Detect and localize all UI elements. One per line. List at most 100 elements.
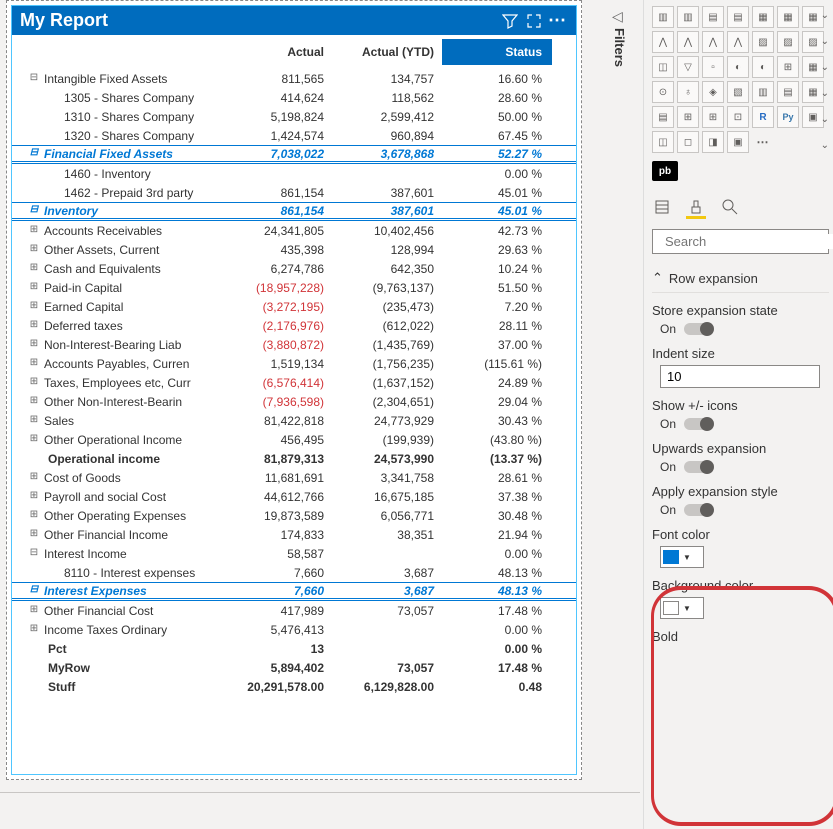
- viz-chevron-2[interactable]: ⌄: [821, 36, 829, 47]
- table-row[interactable]: 1462 - Prepaid 3rd party861,154387,60145…: [12, 183, 576, 202]
- table-row[interactable]: ⊟Financial Fixed Assets7,038,0223,678,86…: [12, 145, 576, 164]
- show-icons-toggle[interactable]: [684, 418, 712, 430]
- viz-type-icon[interactable]: Py: [777, 106, 799, 128]
- apply-style-toggle[interactable]: [684, 504, 712, 516]
- viz-type-icon[interactable]: ◫: [652, 131, 674, 153]
- viz-type-icon[interactable]: ◫: [652, 56, 674, 78]
- collapse-icon[interactable]: ⊟: [28, 148, 40, 160]
- table-row[interactable]: ⊞Earned Capital(3,272,195)(235,473)7.20 …: [12, 297, 576, 316]
- expand-icon[interactable]: ⊞: [28, 510, 40, 522]
- fields-tab-icon[interactable]: [652, 195, 672, 219]
- viz-type-icon[interactable]: ▧: [727, 81, 749, 103]
- viz-type-icon[interactable]: ▥: [752, 81, 774, 103]
- pb-badge[interactable]: pb: [652, 161, 678, 181]
- viz-type-icon[interactable]: ▥: [677, 6, 699, 28]
- table-row[interactable]: Pct130.00 %: [12, 639, 576, 658]
- table-row[interactable]: ⊞Sales81,422,81824,773,92930.43 %: [12, 411, 576, 430]
- expand-icon[interactable]: ⊞: [28, 434, 40, 446]
- property-search-input[interactable]: [665, 234, 833, 249]
- viz-type-icon[interactable]: ▤: [727, 6, 749, 28]
- viz-type-icon[interactable]: ⊡: [727, 106, 749, 128]
- table-row[interactable]: ⊞Payroll and social Cost44,612,76616,675…: [12, 487, 576, 506]
- expand-icon[interactable]: ⊞: [28, 320, 40, 332]
- collapse-icon[interactable]: ⊟: [28, 585, 40, 597]
- viz-type-icon[interactable]: ⋀: [727, 31, 749, 53]
- expand-icon[interactable]: ⊞: [28, 301, 40, 313]
- table-row[interactable]: MyRow5,894,40273,05717.48 %: [12, 658, 576, 677]
- table-row[interactable]: Operational income81,879,31324,573,990(1…: [12, 449, 576, 468]
- table-row[interactable]: ⊞Paid-in Capital(18,957,228)(9,763,137)5…: [12, 278, 576, 297]
- viz-type-icon[interactable]: ▨: [752, 31, 774, 53]
- viz-type-icon[interactable]: ▦: [777, 6, 799, 28]
- table-row[interactable]: 1305 - Shares Company414,624118,56228.60…: [12, 88, 576, 107]
- table-row[interactable]: 1460 - Inventory0.00 %: [12, 164, 576, 183]
- expand-icon[interactable]: ⊞: [28, 244, 40, 256]
- table-row[interactable]: ⊞Other Operational Income456,495(199,939…: [12, 430, 576, 449]
- expand-icon[interactable]: ⊞: [28, 339, 40, 351]
- table-row[interactable]: ⊞Accounts Payables, Curren1,519,134(1,75…: [12, 354, 576, 373]
- viz-type-icon[interactable]: ⊞: [702, 106, 724, 128]
- table-row[interactable]: ⊞Other Non-Interest-Bearin(7,936,598)(2,…: [12, 392, 576, 411]
- indent-size-input[interactable]: [660, 365, 820, 388]
- bg-color-picker[interactable]: ▼: [660, 597, 704, 619]
- expand-icon[interactable]: ⊞: [28, 377, 40, 389]
- viz-more-icon[interactable]: ⋯: [752, 131, 774, 153]
- table-row[interactable]: ⊞Other Financial Cost417,98973,05717.48 …: [12, 601, 576, 620]
- collapse-icon[interactable]: ⊟: [28, 548, 40, 560]
- expand-icon[interactable]: ⊞: [28, 491, 40, 503]
- table-row[interactable]: 1320 - Shares Company1,424,574960,89467.…: [12, 126, 576, 145]
- format-tab-icon[interactable]: [686, 195, 706, 219]
- viz-type-icon[interactable]: ⋀: [652, 31, 674, 53]
- table-row[interactable]: ⊟Inventory861,154387,60145.01 %: [12, 202, 576, 221]
- table-row[interactable]: ⊞Taxes, Employees etc, Curr(6,576,414)(1…: [12, 373, 576, 392]
- viz-chevron-3[interactable]: ⌄: [821, 62, 829, 73]
- expand-icon[interactable]: ⊞: [28, 624, 40, 636]
- viz-type-icon[interactable]: ⊞: [777, 56, 799, 78]
- viz-type-icon[interactable]: ▦: [752, 6, 774, 28]
- viz-type-icon[interactable]: ◨: [702, 131, 724, 153]
- col-status[interactable]: Status: [442, 39, 552, 65]
- viz-type-icon[interactable]: ◐: [752, 56, 774, 78]
- table-row[interactable]: 8110 - Interest expenses7,6603,68748.13 …: [12, 563, 576, 582]
- viz-type-icon[interactable]: ▨: [777, 31, 799, 53]
- filter-icon[interactable]: [500, 11, 520, 31]
- collapse-icon[interactable]: ⊟: [28, 205, 40, 217]
- expand-icon[interactable]: ⊞: [28, 605, 40, 617]
- col-actual-ytd[interactable]: Actual (YTD): [332, 45, 442, 59]
- viz-chevron-1[interactable]: ⌄: [821, 10, 829, 21]
- filters-toggle-icon[interactable]: ◁: [612, 8, 623, 25]
- viz-type-icon[interactable]: ▤: [777, 81, 799, 103]
- table-row[interactable]: ⊟Interest Income58,5870.00 %: [12, 544, 576, 563]
- viz-type-icon[interactable]: ▥: [652, 6, 674, 28]
- viz-type-icon[interactable]: ▤: [702, 6, 724, 28]
- viz-type-icon[interactable]: ◻: [677, 131, 699, 153]
- analytics-tab-icon[interactable]: [720, 195, 740, 219]
- focus-mode-icon[interactable]: [524, 11, 544, 31]
- expand-icon[interactable]: ⊞: [28, 529, 40, 541]
- more-options-icon[interactable]: ⋯: [548, 11, 568, 31]
- table-row[interactable]: ⊞Cash and Equivalents6,274,786642,35010.…: [12, 259, 576, 278]
- table-row[interactable]: ⊞Other Operating Expenses19,873,5896,056…: [12, 506, 576, 525]
- upwards-toggle[interactable]: [684, 461, 712, 473]
- table-row[interactable]: ⊞Income Taxes Ordinary5,476,4130.00 %: [12, 620, 576, 639]
- expand-icon[interactable]: ⊞: [28, 263, 40, 275]
- expand-icon[interactable]: ⊞: [28, 282, 40, 294]
- viz-type-icon[interactable]: ⋀: [677, 31, 699, 53]
- table-row[interactable]: ⊟Interest Expenses7,6603,68748.13 %: [12, 582, 576, 601]
- viz-type-icon[interactable]: ♁: [677, 81, 699, 103]
- viz-type-icon[interactable]: ▽: [677, 56, 699, 78]
- store-state-toggle[interactable]: [684, 323, 712, 335]
- viz-type-icon[interactable]: ⊙: [652, 81, 674, 103]
- filters-pane-label[interactable]: Filters: [612, 28, 627, 67]
- viz-chevron-4[interactable]: ⌄: [821, 88, 829, 99]
- font-color-picker[interactable]: ▼: [660, 546, 704, 568]
- viz-type-icon[interactable]: R: [752, 106, 774, 128]
- table-row[interactable]: ⊞Non-Interest-Bearing Liab(3,880,872)(1,…: [12, 335, 576, 354]
- expand-icon[interactable]: ⊞: [28, 472, 40, 484]
- section-row-expansion[interactable]: ⌃ Row expansion: [652, 264, 829, 293]
- table-row[interactable]: Stuff20,291,578.006,129,828.000.48: [12, 677, 576, 696]
- expand-icon[interactable]: ⊞: [28, 396, 40, 408]
- viz-type-icon[interactable]: ◈: [702, 81, 724, 103]
- viz-type-icon[interactable]: ⋀: [702, 31, 724, 53]
- col-actual[interactable]: Actual: [222, 45, 332, 59]
